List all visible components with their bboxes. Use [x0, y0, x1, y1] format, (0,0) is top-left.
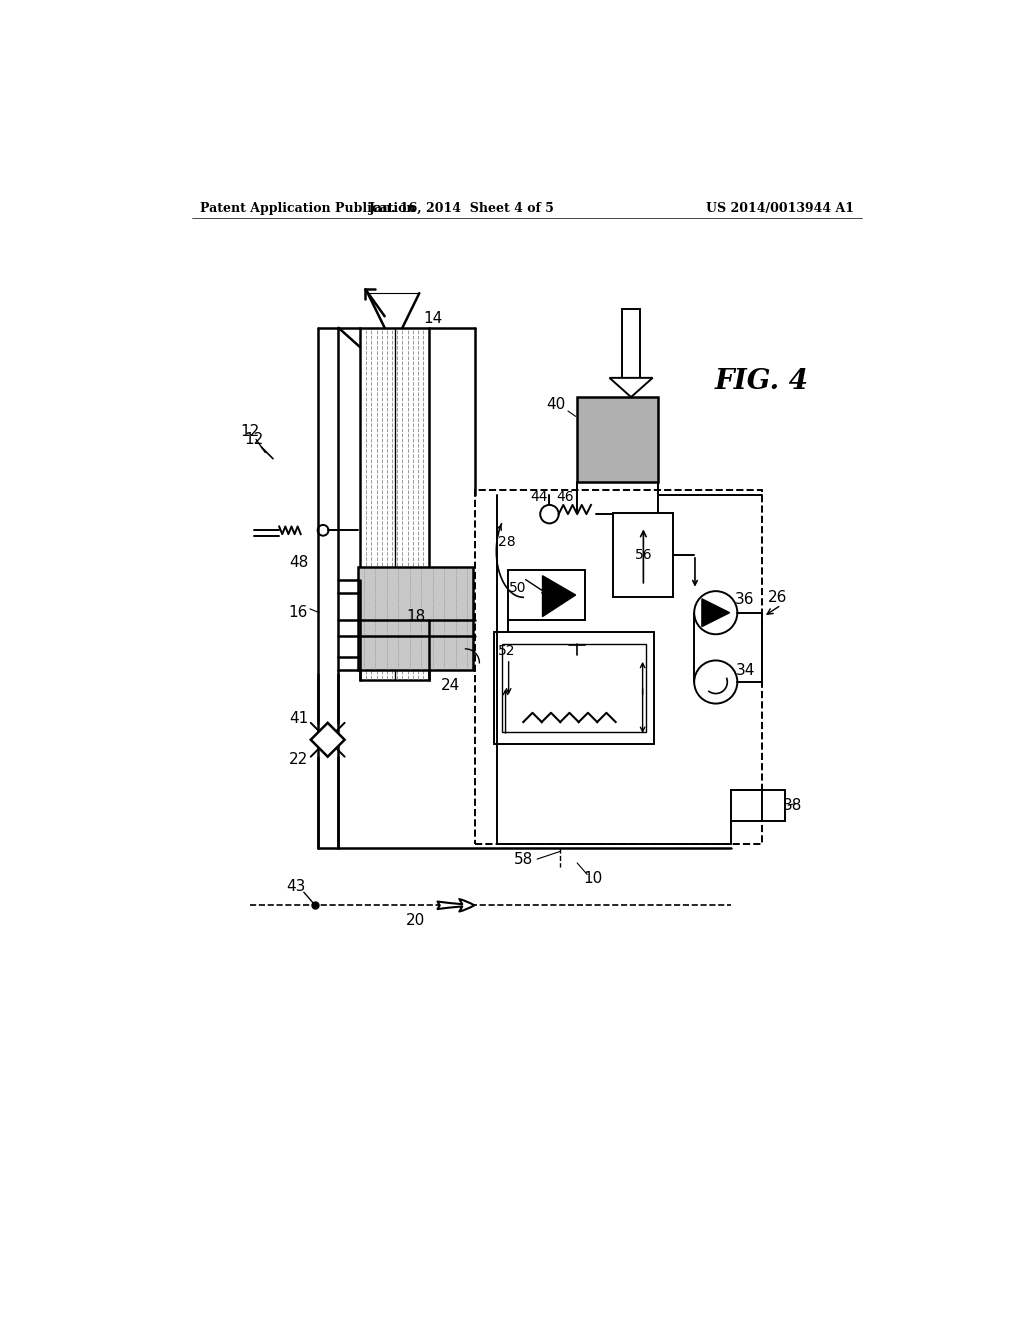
Text: 22: 22 [289, 751, 308, 767]
Bar [357, 566, 473, 671]
Text: Jan. 16, 2014  Sheet 4 of 5: Jan. 16, 2014 Sheet 4 of 5 [369, 202, 555, 215]
Text: 28: 28 [498, 535, 515, 549]
Polygon shape [609, 378, 652, 397]
Text: 43: 43 [287, 879, 306, 894]
Text: 20: 20 [406, 913, 425, 928]
Text: US 2014/0013944 A1: US 2014/0013944 A1 [707, 202, 854, 215]
Polygon shape [310, 723, 345, 756]
Text: 36: 36 [735, 593, 755, 607]
Text: 50: 50 [509, 581, 526, 595]
Text: FIG. 4: FIG. 4 [715, 368, 809, 395]
Text: 38: 38 [783, 797, 803, 813]
Text: 24: 24 [440, 678, 460, 693]
Text: 58: 58 [514, 851, 532, 867]
Text: 12: 12 [244, 432, 263, 447]
Bar [613, 512, 674, 598]
Polygon shape [543, 576, 575, 616]
Text: 44: 44 [529, 490, 548, 504]
Text: 10: 10 [583, 871, 602, 886]
Text: 48: 48 [289, 556, 308, 570]
Text: 26: 26 [768, 590, 787, 605]
Bar [622, 309, 640, 378]
Text: 40: 40 [547, 397, 566, 412]
Text: 46: 46 [557, 490, 574, 504]
Bar [360, 327, 429, 681]
Bar [475, 490, 762, 843]
Bar [494, 632, 654, 743]
Text: 56: 56 [635, 548, 652, 562]
Bar [502, 644, 646, 733]
Text: 34: 34 [735, 663, 755, 678]
Text: 16: 16 [289, 605, 308, 620]
Text: 41: 41 [289, 711, 308, 726]
Text: 12: 12 [241, 424, 259, 440]
Bar [578, 397, 658, 482]
Bar [508, 570, 585, 620]
Text: 14: 14 [424, 312, 442, 326]
Polygon shape [701, 599, 730, 627]
Text: 52: 52 [498, 644, 515, 659]
Bar [731, 789, 785, 821]
Text: Patent Application Publication: Patent Application Publication [200, 202, 416, 215]
Text: 18: 18 [406, 609, 425, 624]
